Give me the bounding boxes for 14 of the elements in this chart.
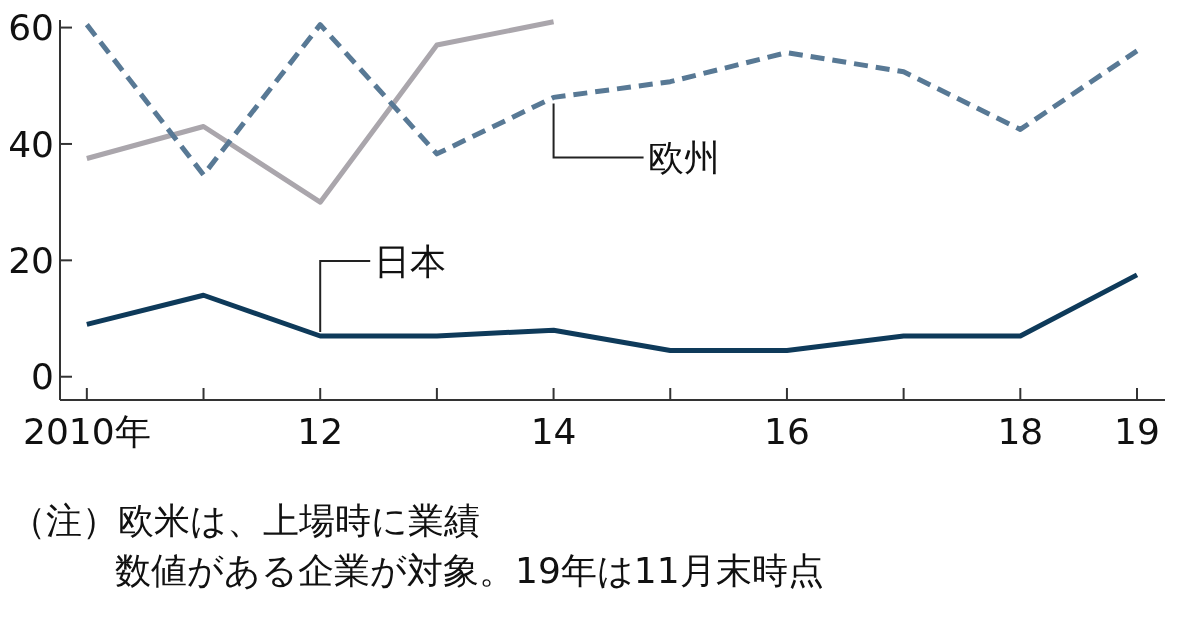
series-label: 欧州 xyxy=(647,137,720,178)
y-tick-label: 20 xyxy=(8,239,54,281)
x-tick-label: 12 xyxy=(297,411,344,452)
x-tick-label: 16 xyxy=(764,411,810,452)
text: （注）欧米は、上場時に業績 xyxy=(10,500,480,541)
series-label: 日本 xyxy=(374,240,447,282)
x-tick-label: 18 xyxy=(997,411,1044,452)
y-tick-label: 60 xyxy=(8,7,54,49)
text: 数値がある企業が対象。19年は11月末時点 xyxy=(115,550,824,591)
y-tick-label: 0 xyxy=(31,356,54,398)
y-tick-label: 40 xyxy=(8,123,54,165)
x-tick-label: 2010年 xyxy=(23,411,151,452)
x-tick-label: 19 xyxy=(1114,411,1160,452)
x-tick-label: 14 xyxy=(530,411,577,452)
